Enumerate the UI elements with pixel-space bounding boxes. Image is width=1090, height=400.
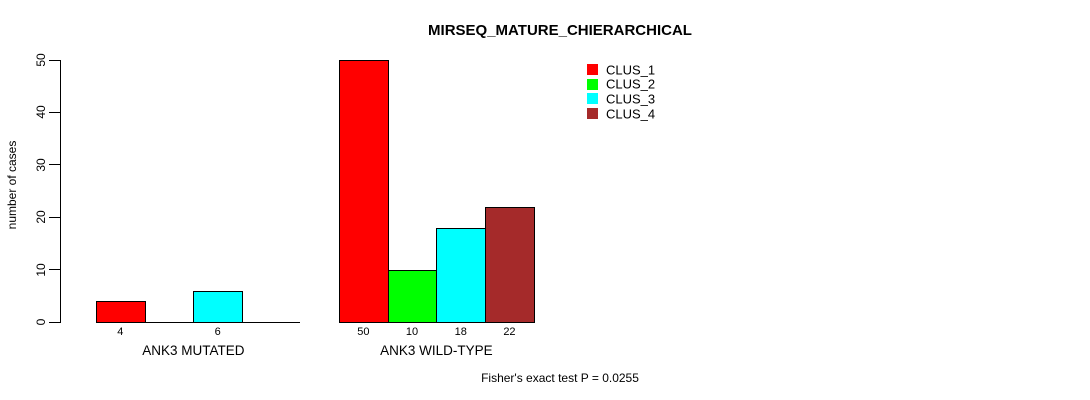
y-tick-label: 30	[34, 158, 48, 172]
legend-swatch-clus_3	[587, 93, 598, 105]
y-tick-label: 10	[34, 262, 48, 277]
group-label: ANK3 WILD-TYPE	[380, 343, 493, 358]
legend-swatch-clus_1	[587, 64, 598, 75]
y-tick	[49, 216, 60, 218]
y-tick-label: 50	[34, 53, 48, 67]
bar-value-label: 6	[214, 326, 221, 338]
legend-label-clus_2: CLUS_2	[606, 76, 656, 92]
bar-value-label: 10	[405, 326, 419, 338]
legend-swatch-clus_2	[587, 78, 598, 90]
bar-clus_3	[436, 228, 487, 323]
y-tick-label: 40	[34, 105, 48, 120]
y-tick	[49, 269, 60, 271]
y-axis-label: number of cases	[5, 140, 19, 230]
y-tick	[49, 111, 60, 113]
y-axis-line	[60, 60, 61, 323]
chart-title: MIRSEQ_MATURE_CHIERARCHICAL	[428, 22, 692, 39]
legend-label-clus_1: CLUS_1	[606, 62, 656, 77]
y-tick-label: 0	[34, 318, 48, 326]
y-tick	[49, 164, 60, 166]
y-tick	[49, 321, 60, 323]
bar-value-label: 4	[117, 326, 124, 338]
y-tick	[49, 59, 60, 61]
bar-clus_4	[485, 207, 535, 323]
annotation-fisher-test: Fisher's exact test P = 0.0255	[481, 371, 639, 385]
bar-value-label: 22	[503, 326, 516, 338]
bar-value-label: 18	[454, 326, 467, 338]
bar-clus_3	[193, 291, 244, 323]
legend-label-clus_4: CLUS_4	[606, 106, 656, 122]
legend-swatch-clus_4	[587, 108, 598, 120]
bar-clus_1	[96, 301, 146, 323]
bar-value-label: 50	[357, 326, 370, 338]
group-label: ANK3 MUTATED	[142, 343, 245, 358]
bar-clus_1	[339, 60, 389, 323]
y-tick-label: 20	[34, 210, 48, 224]
bar-clus_2	[387, 270, 438, 323]
legend-label-clus_3: CLUS_3	[606, 91, 656, 107]
